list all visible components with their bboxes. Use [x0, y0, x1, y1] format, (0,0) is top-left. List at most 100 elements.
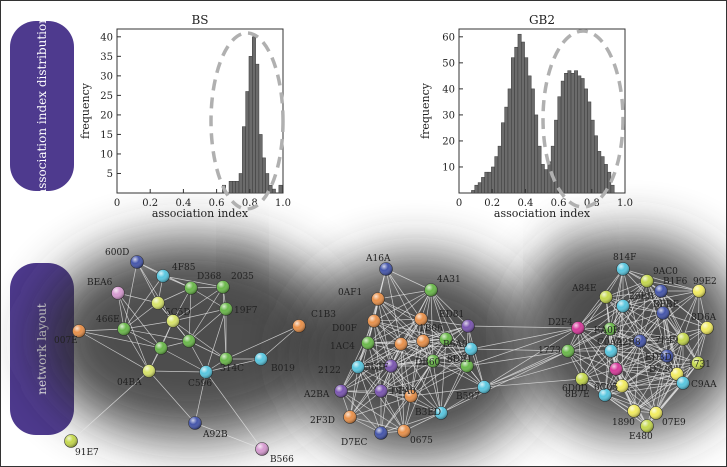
gb2-y-tick-label: 10	[442, 162, 455, 173]
gb2-node-label: D2F4	[548, 318, 573, 328]
gb2-node-label: D00F	[332, 324, 357, 334]
gb2-edge	[615, 355, 668, 370]
gb2-bars	[471, 33, 615, 194]
gb2-node-label: 29BB	[629, 292, 654, 302]
bs-chart-title: BS	[191, 13, 208, 27]
gb2-node-shading	[691, 356, 705, 370]
bs-node-label: BEA6	[87, 278, 113, 288]
gb2-node-shading	[656, 306, 670, 320]
gb2-edge	[609, 268, 624, 330]
gb2-edge	[605, 296, 664, 314]
gb2-node-label: 0675	[410, 436, 433, 446]
bs-node-shading	[166, 314, 180, 328]
gb2-edge	[357, 318, 422, 368]
gb2-edge	[367, 342, 382, 392]
gb2-node-label: 6C05	[594, 383, 618, 393]
gb2-node-label: 1773	[538, 346, 561, 356]
gb2-edge	[390, 338, 447, 367]
bs-bar	[252, 36, 256, 194]
bs-edge	[117, 292, 150, 372]
gb2-node-label: BFBE	[653, 300, 679, 310]
gb2-bar	[501, 122, 505, 194]
gb2-edge	[662, 290, 700, 314]
gb2-node-label: 1B06	[419, 324, 443, 334]
gb2-edge	[615, 338, 684, 370]
gb2-node-shading	[615, 379, 629, 393]
gb2-edge	[483, 350, 569, 388]
gb2-bar	[600, 156, 605, 194]
gb2-bar	[477, 182, 482, 194]
gb2-edge	[639, 340, 678, 375]
bs-node-label: 2035	[231, 272, 254, 282]
gb2-edge	[410, 318, 422, 397]
gb2-x-tick-label: 0.4	[517, 198, 533, 209]
bs-node-shading	[216, 280, 230, 294]
gb2-edge	[373, 318, 422, 322]
gb2-edge	[380, 340, 424, 392]
gb2-edge	[357, 340, 424, 368]
gb2-edge	[410, 340, 424, 397]
gb2-edge	[662, 312, 708, 329]
gb2-edge	[567, 350, 606, 396]
gb2-edge	[581, 378, 657, 414]
gb2-edge	[430, 289, 447, 340]
gb2-edge	[380, 412, 442, 434]
bs-bar	[278, 184, 283, 194]
bs-edge	[190, 287, 227, 310]
gb2-bar	[494, 156, 499, 194]
gb2-node-label: 0AF1	[338, 288, 362, 298]
gb2-edge	[467, 325, 579, 329]
bs-node-shading	[156, 269, 170, 283]
gb2-node-shading	[603, 322, 617, 336]
gb2-node-label: 1890	[612, 418, 635, 428]
gb2-edge	[676, 327, 708, 375]
gb2-bar	[564, 73, 568, 194]
gb2-bar	[547, 161, 552, 194]
gb2-node-shading	[627, 404, 641, 418]
bs-node-shading	[255, 442, 269, 456]
gb2-edge	[380, 395, 412, 434]
bs-y-tick-label: 10	[100, 149, 113, 160]
bs-y-axis-label: frequency	[79, 82, 92, 139]
gb2-chart-title: GB2	[529, 13, 555, 27]
gb2-edge	[622, 268, 664, 314]
bs-edge	[148, 370, 207, 373]
gb2-node-shading	[416, 334, 430, 348]
gb2-bar	[497, 145, 502, 194]
gb2-edge	[610, 280, 648, 352]
gb2-edge	[697, 290, 700, 364]
gb2-bar	[474, 184, 479, 194]
gb2-node-shading	[414, 312, 428, 326]
gb2-edge	[410, 386, 485, 397]
bs-y-tick-label: 15	[100, 130, 113, 141]
gb2-edge	[432, 360, 442, 414]
bs-bar	[242, 126, 246, 194]
gb2-edge	[567, 350, 617, 370]
gb2-highlight-ellipse	[541, 29, 625, 209]
gb2-node-shading	[477, 380, 491, 394]
gb2-node-shading	[575, 372, 589, 386]
gb2-edge	[385, 268, 432, 291]
gb2-edge	[577, 296, 607, 329]
bs-edge	[117, 292, 162, 349]
bs-bar	[248, 56, 253, 194]
gb2-edge	[609, 328, 684, 340]
gb2-bar	[574, 70, 578, 194]
gb2-node-shading	[404, 389, 418, 403]
gb2-bar	[511, 57, 515, 194]
gb2-edge	[349, 365, 392, 418]
gb2-node-shading	[361, 336, 375, 350]
gb2-edge	[430, 289, 469, 327]
gb2-node-shading	[334, 384, 348, 398]
gb2-node-shading	[464, 342, 478, 356]
gb2-edge	[567, 296, 607, 352]
gb2-node-shading	[351, 360, 365, 374]
bs-bar	[265, 173, 270, 194]
bs-edge	[123, 328, 162, 349]
gb2-edge	[367, 289, 432, 344]
bs-node-label: 19F7	[234, 306, 258, 316]
bs-y-tick-label: 35	[100, 52, 113, 63]
gb2-edge	[400, 343, 405, 432]
